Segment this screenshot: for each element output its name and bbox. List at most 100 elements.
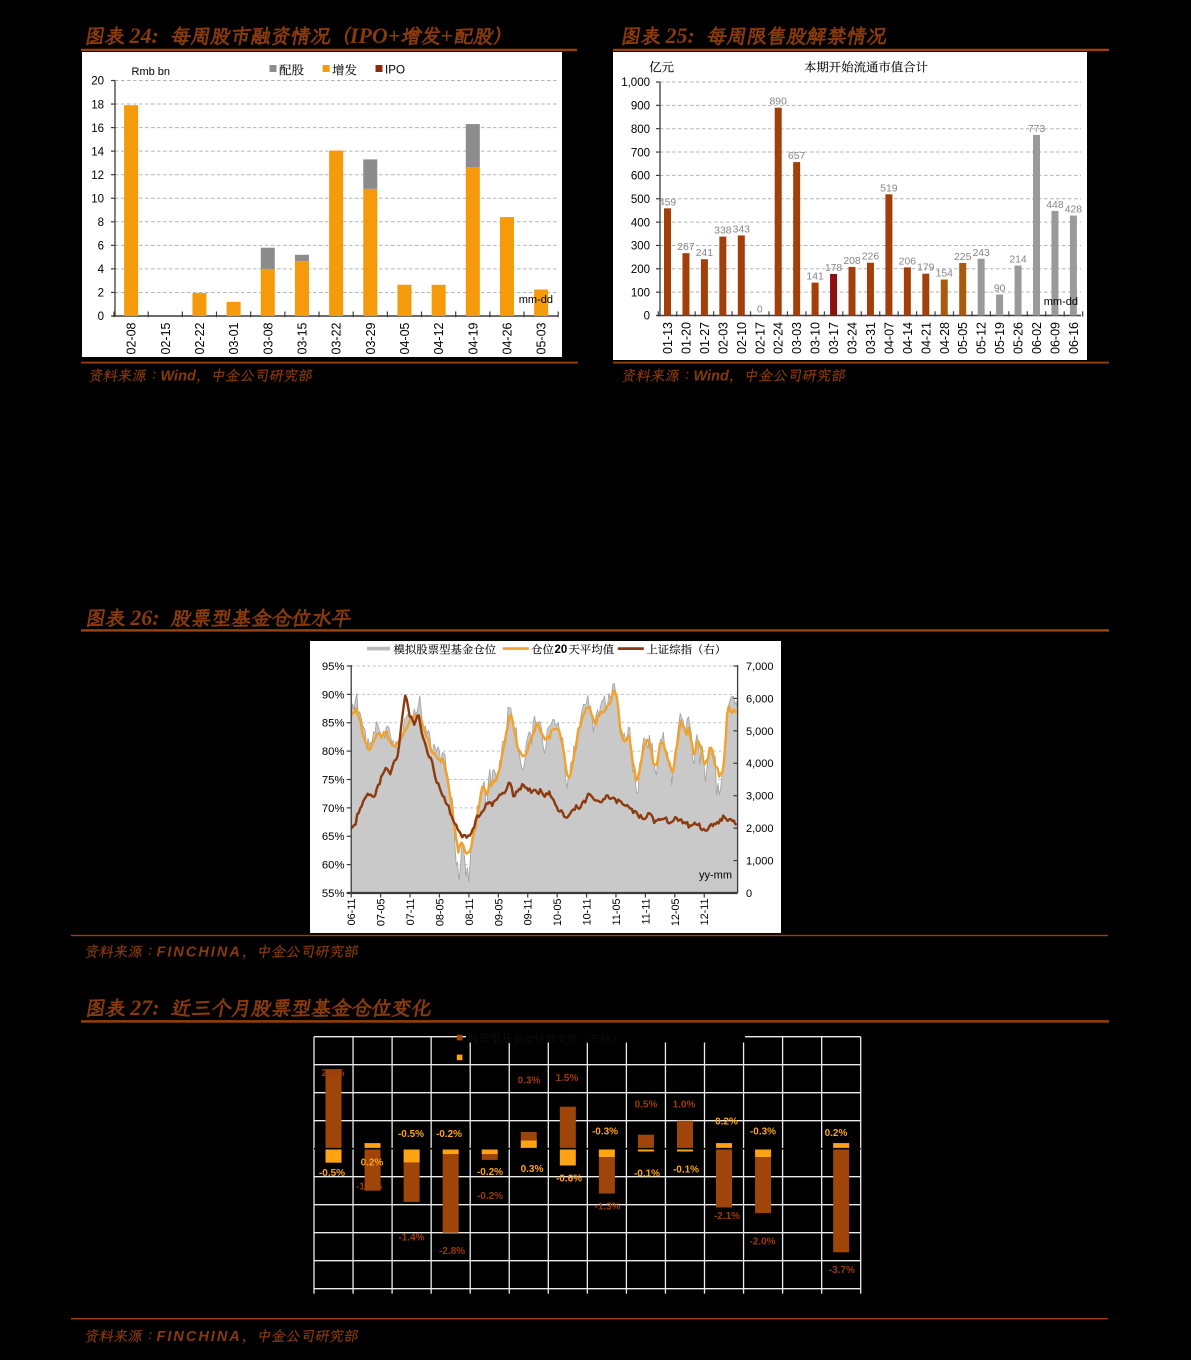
svg-text:11-11: 11-11 <box>640 899 652 925</box>
svg-text:16: 16 <box>91 123 104 135</box>
svg-text:05-19: 05-19 <box>993 322 1007 354</box>
svg-text:04-19: 04-19 <box>466 322 480 354</box>
svg-text:900: 900 <box>631 101 650 113</box>
svg-text:90: 90 <box>994 283 1006 294</box>
svg-text:0: 0 <box>98 311 104 323</box>
svg-text:20: 20 <box>555 644 568 656</box>
svg-text:06-02: 06-02 <box>1030 322 1044 354</box>
svg-text:338: 338 <box>714 226 732 237</box>
svg-text:-0.3%: -0.3% <box>592 1127 618 1138</box>
svg-text:01-20: 01-20 <box>679 322 693 354</box>
svg-text:04-26: 04-26 <box>500 322 514 354</box>
svg-text:-1.4%: -1.4% <box>398 1233 424 1244</box>
svg-text:448: 448 <box>1046 200 1064 211</box>
svg-text:-0.1%: -0.1% <box>634 1169 660 1180</box>
svg-text:Rmb bn: Rmb bn <box>132 66 171 78</box>
svg-text:0.3%: 0.3% <box>518 1076 541 1087</box>
svg-text:75%: 75% <box>322 774 345 786</box>
svg-text:12-05: 12-05 <box>670 899 682 927</box>
svg-text:7,000: 7,000 <box>746 661 774 673</box>
svg-text:12: 12 <box>91 170 104 182</box>
svg-text:214: 214 <box>1009 255 1027 266</box>
svg-text:773: 773 <box>1028 124 1046 135</box>
svg-text:01-27: 01-27 <box>698 322 712 354</box>
svg-text:07-05: 07-05 <box>376 899 388 927</box>
svg-text:04-14: 04-14 <box>901 322 915 354</box>
svg-text:06-16: 06-16 <box>1067 322 1081 354</box>
svg-text:-0.5%: -0.5% <box>319 1168 345 1179</box>
svg-text:02-17: 02-17 <box>753 322 767 354</box>
svg-text:200: 200 <box>631 264 650 276</box>
svg-text:0.2%: 0.2% <box>361 1158 384 1169</box>
svg-text:-0.1%: -0.1% <box>673 1165 699 1176</box>
svg-text:03-03: 03-03 <box>790 322 804 354</box>
svg-text:06-11: 06-11 <box>346 899 358 926</box>
svg-text:04-28: 04-28 <box>938 322 952 354</box>
svg-text:14: 14 <box>91 146 104 158</box>
svg-text:yy-mm: yy-mm <box>699 870 732 882</box>
svg-text:03-17: 03-17 <box>827 322 841 354</box>
svg-text:10-11: 10-11 <box>582 899 594 926</box>
svg-text:-0.2%: -0.2% <box>477 1191 503 1202</box>
svg-text:03-29: 03-29 <box>364 322 378 354</box>
svg-text:04-07: 04-07 <box>882 322 896 354</box>
svg-text:225: 225 <box>954 252 972 263</box>
svg-text:600: 600 <box>631 171 650 183</box>
svg-text:500: 500 <box>631 194 650 206</box>
svg-text:03-10: 03-10 <box>809 322 823 354</box>
svg-text:700: 700 <box>631 147 650 159</box>
svg-text:09-11: 09-11 <box>523 899 535 926</box>
svg-text:0.3%: 0.3% <box>521 1164 544 1175</box>
svg-text:1.5%: 1.5% <box>556 1073 579 1084</box>
svg-text:01-13: 01-13 <box>661 322 675 354</box>
svg-text:55%: 55% <box>322 888 345 900</box>
svg-text:Wind: Wind <box>161 369 197 385</box>
svg-text:-2.8%: -2.8% <box>439 1246 465 1257</box>
svg-text:mm-dd: mm-dd <box>519 294 553 306</box>
svg-text:0.2%: 0.2% <box>825 1128 848 1139</box>
svg-text:0.5%: 0.5% <box>635 1100 658 1111</box>
svg-text:08-11: 08-11 <box>464 899 476 926</box>
svg-text:8: 8 <box>98 217 104 229</box>
svg-text:428: 428 <box>1065 205 1083 216</box>
svg-text:0: 0 <box>746 888 752 900</box>
svg-text:657: 657 <box>788 151 806 162</box>
svg-text:05-03: 05-03 <box>535 322 549 354</box>
svg-text:05-12: 05-12 <box>975 322 989 354</box>
svg-text:100: 100 <box>631 287 650 299</box>
svg-text:12-11: 12-11 <box>699 899 711 926</box>
svg-text:02-24: 02-24 <box>772 322 786 354</box>
svg-text:-0.3%: -0.3% <box>750 1127 776 1138</box>
svg-text:20: 20 <box>91 76 104 88</box>
svg-text:95%: 95% <box>322 661 345 673</box>
svg-text:10-05: 10-05 <box>552 899 564 927</box>
svg-text:70%: 70% <box>322 803 345 815</box>
svg-text:-0.6%: -0.6% <box>556 1174 582 1185</box>
svg-text:07-11: 07-11 <box>405 899 417 926</box>
svg-text:890: 890 <box>770 97 788 108</box>
svg-text:4,000: 4,000 <box>746 758 774 770</box>
svg-text:-2.0%: -2.0% <box>749 1237 775 1248</box>
svg-text:2.8%: 2.8% <box>322 1068 345 1079</box>
svg-text:80%: 80% <box>322 746 345 758</box>
svg-text:02-22: 02-22 <box>193 322 207 354</box>
svg-text:0.2%: 0.2% <box>715 1117 738 1128</box>
svg-text:08-05: 08-05 <box>434 899 446 927</box>
svg-text:04-05: 04-05 <box>398 322 412 354</box>
svg-text:-1.3%: -1.3% <box>594 1202 620 1213</box>
svg-text:400: 400 <box>631 217 650 229</box>
svg-text:+: + <box>440 23 453 48</box>
svg-text:5,000: 5,000 <box>746 726 774 738</box>
svg-text:154: 154 <box>936 269 954 280</box>
svg-text:03-31: 03-31 <box>864 322 878 354</box>
svg-text:208: 208 <box>843 256 861 267</box>
svg-text:1.0%: 1.0% <box>673 1100 696 1111</box>
svg-text:18: 18 <box>91 99 104 111</box>
svg-text:-2.1%: -2.1% <box>714 1211 740 1222</box>
svg-text:02-10: 02-10 <box>735 322 749 354</box>
svg-text:2: 2 <box>98 288 104 300</box>
svg-text:26:: 26: <box>129 605 159 630</box>
svg-text:24:: 24: <box>129 23 159 48</box>
svg-text:02-03: 02-03 <box>716 322 730 354</box>
svg-text:519: 519 <box>880 183 898 194</box>
